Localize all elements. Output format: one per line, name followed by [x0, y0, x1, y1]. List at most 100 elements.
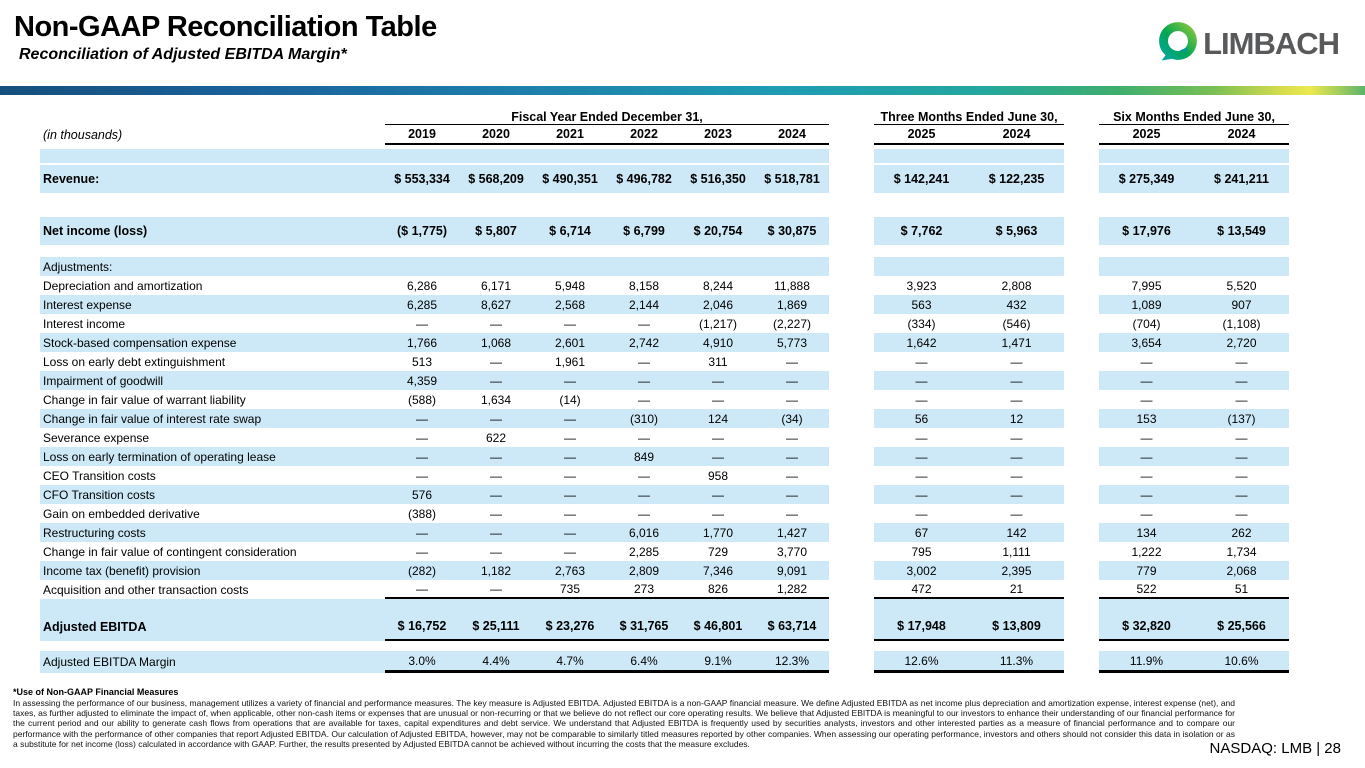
cell: 1,634 — [480, 392, 512, 407]
ticker-page-number: NASDAQ: LMB | 28 — [1209, 740, 1341, 757]
cell: — — [915, 468, 928, 483]
cell — [874, 149, 969, 163]
cell: 1,111 — [1002, 544, 1031, 559]
cell — [1099, 149, 1194, 163]
row-label: CEO Transition costs — [43, 468, 156, 483]
cell: — — [712, 392, 724, 407]
row-label: Loss on early debt extinguishment — [43, 354, 226, 369]
column-gutter — [829, 580, 874, 599]
cell: — — [1235, 392, 1248, 407]
column-gutter — [1064, 580, 1099, 599]
cell: $ 13,549 — [1194, 217, 1289, 245]
cell: (282) — [385, 561, 459, 580]
column-gutter — [1064, 276, 1099, 295]
row-label: Revenue: — [40, 165, 385, 193]
row-label: Depreciation and amortization — [43, 278, 203, 293]
row-label — [40, 599, 385, 613]
cell: $ 32,820 — [1099, 613, 1194, 641]
cell: 262 — [1194, 523, 1289, 542]
cell: — — [1235, 506, 1248, 521]
cell: 142 — [969, 523, 1064, 542]
cell: 2,395 — [969, 561, 1064, 580]
cell: — — [915, 392, 928, 407]
cell: — — [755, 371, 829, 390]
cell: $ 23,276 — [533, 613, 607, 641]
cell: 729 — [707, 544, 729, 559]
cell: (388) — [407, 506, 436, 521]
cell: $ 142,241 — [874, 165, 969, 193]
cell: — — [533, 523, 607, 542]
year-header: 2022 — [607, 125, 681, 145]
cell — [533, 599, 607, 613]
cell — [1194, 149, 1289, 163]
year-header: 2021 — [533, 125, 607, 145]
cell: 6,286 — [406, 278, 438, 293]
cell: — — [416, 544, 428, 559]
row-label: Interest expense — [40, 295, 385, 314]
footnote: *Use of Non-GAAP Financial Measures In a… — [0, 673, 1235, 749]
cell: $ 16,752 — [385, 613, 459, 641]
column-gutter — [1064, 125, 1099, 145]
cell: ($ 1,775) — [385, 217, 459, 245]
table-row: Change in fair value of contingent consi… — [40, 542, 1365, 561]
cell: — — [1140, 392, 1153, 407]
cell: $ 516,350 — [681, 165, 755, 193]
column-gutter — [829, 314, 874, 333]
cell: — — [459, 580, 533, 599]
cell — [755, 257, 829, 276]
cell — [533, 149, 607, 163]
cell: 1,089 — [1099, 295, 1194, 314]
cell: — — [1235, 354, 1248, 369]
cell: 3,770 — [776, 544, 808, 559]
slide: Non-GAAP Reconciliation Table Reconcilia… — [0, 11, 1365, 757]
column-gutter — [829, 390, 874, 409]
column-gutter — [829, 599, 874, 613]
cell: 11.3% — [969, 651, 1064, 673]
page-subtitle: Reconciliation of Adjusted EBITDA Margin… — [19, 45, 347, 63]
cell: — — [490, 506, 502, 521]
cell: 9,091 — [755, 561, 829, 580]
cell — [969, 257, 1064, 276]
cell: — — [786, 468, 798, 483]
row-label: Restructuring costs — [40, 523, 385, 542]
cell: — — [385, 523, 459, 542]
column-gutter — [1064, 149, 1099, 163]
cell: (137) — [1194, 409, 1289, 428]
column-gutter — [1064, 371, 1099, 390]
cell: 513 — [411, 354, 433, 369]
column-gutter — [1064, 428, 1099, 447]
cell: $ 25,566 — [1194, 613, 1289, 641]
column-gutter — [1064, 314, 1099, 333]
cell: — — [490, 316, 502, 331]
cell: — — [1099, 447, 1194, 466]
cell: $ 553,334 — [385, 165, 459, 193]
cell: — — [416, 430, 428, 445]
table-group-headers: Fiscal Year Ended December 31, Three Mon… — [40, 107, 1365, 125]
cell: — — [1140, 430, 1153, 445]
cell: $ 568,209 — [459, 165, 533, 193]
cell: — — [874, 485, 969, 504]
limbach-logo: LIMBACH — [1157, 20, 1340, 67]
column-gutter — [1064, 504, 1099, 523]
column-gutter — [829, 352, 874, 371]
row-gap — [40, 193, 1289, 217]
cell: — — [1194, 371, 1289, 390]
row-label: Loss on early termination of operating l… — [40, 447, 385, 466]
column-gutter — [1064, 390, 1099, 409]
table-row: Net income (loss) ($ 1,775) $ 5,807 $ 6,… — [40, 217, 1365, 245]
cell: $ 30,875 — [755, 217, 829, 245]
cell — [969, 599, 1064, 613]
cell: — — [564, 506, 576, 521]
row-label: Gain on embedded derivative — [43, 506, 200, 521]
cell: 1,471 — [969, 333, 1064, 352]
slide-footer: *Use of Non-GAAP Financial Measures In a… — [0, 673, 1365, 757]
cell: — — [969, 447, 1064, 466]
cell: 563 — [874, 295, 969, 314]
table-row: Income tax (benefit) provision (282) 1,1… — [40, 561, 1365, 580]
cell: $ 490,351 — [533, 165, 607, 193]
cell: 826 — [681, 580, 755, 599]
cell: — — [385, 580, 459, 599]
cell: — — [607, 371, 681, 390]
table-row: Adjustments: — [40, 257, 1365, 276]
divider-gradient-bar — [0, 86, 1365, 95]
